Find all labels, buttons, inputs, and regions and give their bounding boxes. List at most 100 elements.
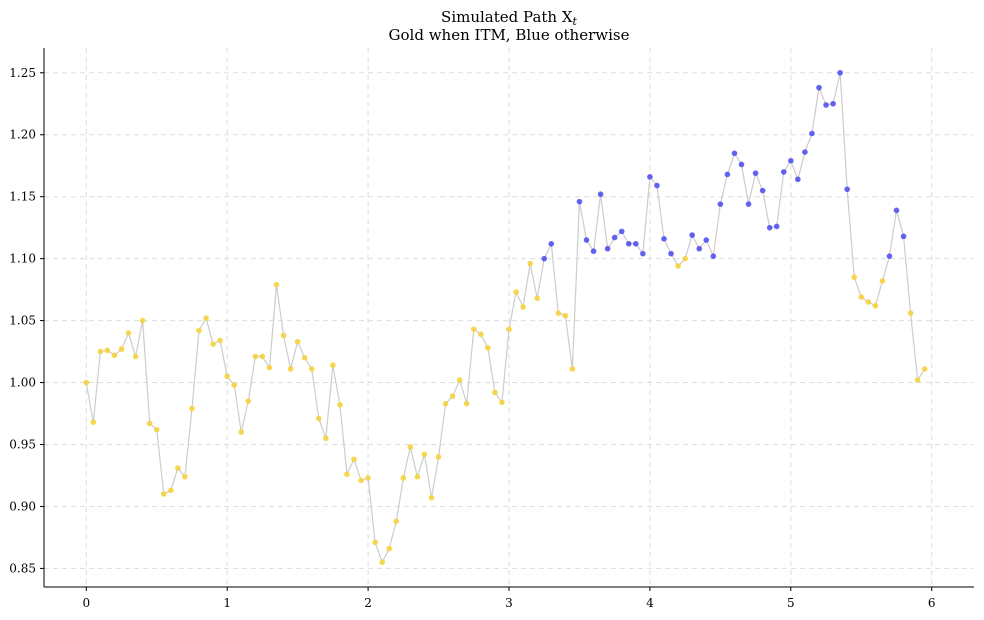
data-point-itm: [330, 362, 336, 369]
data-point-otm: [745, 201, 752, 207]
data-point-otm: [640, 250, 646, 257]
data-point-itm: [301, 354, 308, 361]
chart-title: Simulated Path Xt: [441, 8, 577, 28]
data-point-otm: [689, 232, 695, 238]
data-point-itm: [506, 326, 512, 333]
data-point-otm: [604, 245, 611, 252]
data-point-itm: [132, 353, 139, 360]
data-point-itm: [344, 471, 350, 478]
data-point-itm: [513, 289, 519, 295]
data-point-otm: [625, 240, 632, 247]
points-layer: [83, 69, 928, 566]
data-point-itm: [921, 366, 928, 372]
data-point-itm: [287, 366, 294, 372]
data-point-itm: [470, 326, 477, 333]
data-point-otm: [576, 198, 583, 205]
data-point-itm: [555, 310, 562, 316]
data-point-itm: [125, 330, 132, 336]
data-point-itm: [379, 559, 385, 566]
x-tick-label: 2: [364, 596, 372, 610]
data-point-itm: [118, 346, 125, 352]
data-point-otm: [611, 234, 618, 241]
data-point-itm: [351, 456, 357, 463]
data-point-itm: [203, 315, 209, 321]
data-point-itm: [520, 304, 526, 310]
data-point-otm: [548, 240, 555, 247]
data-point-itm: [442, 400, 449, 407]
data-point-itm: [104, 347, 111, 354]
data-point-itm: [485, 345, 491, 351]
x-tick-label: 4: [646, 596, 654, 610]
data-point-otm: [893, 207, 900, 214]
y-tick-label: 0.90: [9, 499, 36, 513]
data-point-itm: [308, 366, 315, 372]
y-tick-label: 1.25: [9, 66, 36, 80]
data-point-itm: [386, 545, 393, 552]
data-point-itm: [358, 477, 364, 484]
data-point-itm: [224, 373, 230, 380]
data-point-itm: [196, 327, 202, 334]
data-point-itm: [879, 278, 886, 284]
data-point-itm: [294, 338, 301, 345]
data-point-itm: [259, 353, 266, 360]
data-point-itm: [217, 337, 223, 344]
data-point-itm: [245, 398, 252, 404]
data-point-otm: [788, 157, 794, 164]
data-point-itm: [449, 393, 456, 399]
data-point-itm: [273, 281, 280, 288]
data-point-itm: [865, 299, 872, 305]
data-point-itm: [428, 494, 435, 501]
x-tick-label: 1: [223, 596, 231, 610]
y-tick-label: 0.85: [9, 561, 36, 575]
data-point-otm: [703, 237, 710, 243]
data-point-otm: [696, 245, 703, 252]
data-point-itm: [456, 377, 463, 383]
data-point-otm: [618, 228, 625, 235]
data-point-itm: [365, 475, 371, 481]
data-point-otm: [837, 69, 843, 76]
data-point-otm: [597, 191, 604, 198]
data-point-itm: [153, 426, 160, 433]
chart-subtitle: Gold when ITM, Blue otherwise: [389, 26, 630, 44]
axes: 0 1 2 3 4 5 6 0.85 0.90 0.95 1.00 1.05 1.10 1.15 1.20 1…: [9, 48, 974, 610]
data-point-otm: [816, 84, 822, 91]
data-point-otm: [809, 130, 815, 137]
data-point-itm: [492, 389, 498, 396]
data-point-itm: [858, 294, 865, 300]
x-tick-label: 5: [787, 596, 795, 610]
data-point-itm: [210, 341, 216, 347]
path-line-layer: [85, 72, 926, 564]
data-point-itm: [907, 310, 914, 316]
data-point-itm: [175, 465, 181, 471]
data-point-itm: [478, 331, 484, 338]
data-point-itm: [499, 399, 505, 406]
data-point-otm: [661, 236, 667, 242]
data-point-otm: [541, 255, 548, 262]
data-point-otm: [795, 176, 801, 183]
data-point-otm: [647, 174, 653, 180]
data-point-itm: [914, 377, 921, 383]
data-point-itm: [160, 491, 167, 497]
y-tick-label: 0.95: [9, 438, 36, 452]
y-tick-label: 1.20: [9, 128, 36, 142]
data-point-itm: [463, 400, 470, 407]
data-point-itm: [83, 379, 90, 386]
data-point-itm: [435, 454, 442, 460]
data-point-itm: [252, 353, 259, 360]
data-point-otm: [738, 161, 745, 168]
data-point-otm: [844, 186, 850, 193]
data-point-itm: [146, 420, 153, 427]
data-point-otm: [886, 253, 893, 259]
data-point-itm: [182, 473, 188, 480]
data-point-otm: [802, 149, 808, 155]
data-point-otm: [633, 240, 639, 247]
data-point-itm: [323, 435, 329, 442]
data-point-itm: [315, 415, 322, 422]
x-tick-label: 3: [505, 596, 513, 610]
data-point-otm: [710, 253, 717, 259]
data-point-itm: [414, 473, 421, 480]
data-point-itm: [90, 419, 97, 426]
data-point-itm: [534, 295, 540, 302]
data-point-itm: [407, 444, 414, 450]
